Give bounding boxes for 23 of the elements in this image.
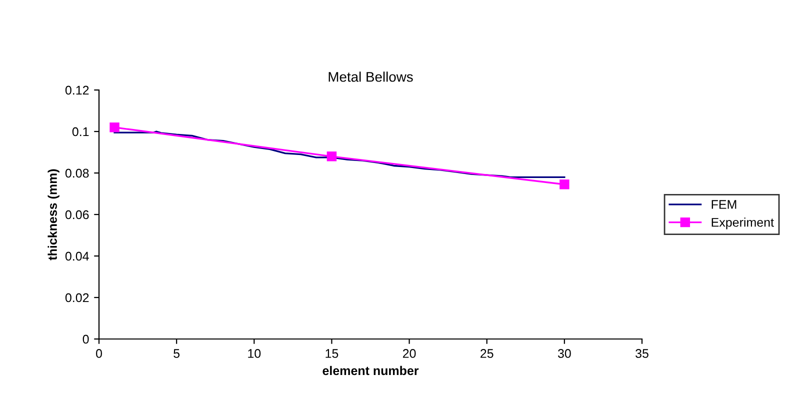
y-tick-label: 0.06 (65, 210, 89, 220)
x-tick-label: 25 (480, 349, 494, 358)
point (326, 152, 337, 162)
point (110, 122, 120, 132)
point (560, 180, 570, 190)
x-tick-label: 20 (402, 349, 416, 358)
x-tick-label: 15 (326, 349, 338, 358)
y-tick-label: 0.1 (72, 127, 89, 136)
y-tick-label: 0.04 (65, 252, 89, 261)
x-tick-label: 35 (636, 349, 648, 358)
y-tick-label: 0.02 (65, 293, 89, 302)
x-tick-label: 5 (174, 349, 180, 358)
y-tick-label: 0 (82, 334, 89, 344)
x-axis-title: element number (322, 366, 419, 376)
x-tick-label: 0 (96, 349, 102, 358)
legend-label: Experiment (712, 218, 774, 230)
legend-label: FEM (712, 200, 736, 209)
chart-title: Metal Bellows (328, 72, 413, 82)
y-axis-title: thickness (mm) (48, 169, 60, 260)
y-tick-label: 0.08 (65, 168, 89, 178)
x-tick-label: 10 (248, 349, 261, 358)
y-tick-label: 0.12 (65, 86, 89, 95)
x-tick-label: 30 (558, 349, 571, 358)
